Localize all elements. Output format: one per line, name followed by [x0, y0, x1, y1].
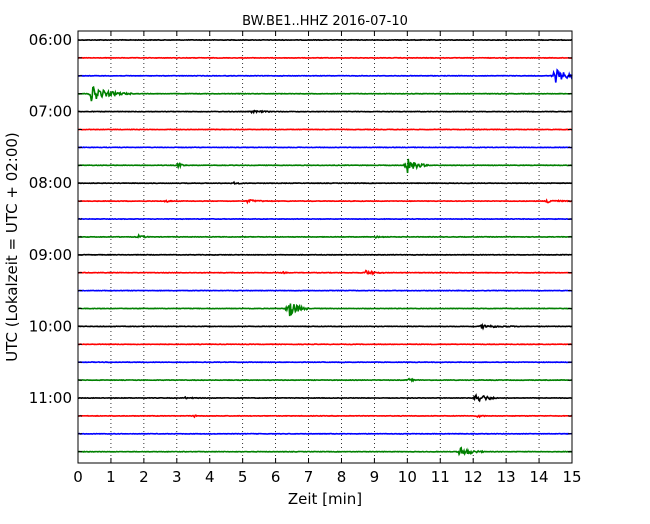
- y-tick-label: 11:00: [29, 389, 72, 407]
- trace-line: [78, 379, 572, 381]
- x-tick-label: 12: [464, 468, 483, 486]
- x-tick-label: 9: [370, 468, 380, 486]
- trace-line: [78, 448, 572, 454]
- trace-lines: [78, 40, 572, 454]
- y-tick-label: 06:00: [29, 31, 72, 49]
- trace-line: [78, 200, 572, 203]
- y-tick-label: 10:00: [29, 317, 72, 335]
- chart-title: BW.BE1..HHZ 2016-07-10: [242, 14, 408, 29]
- trace-line: [78, 304, 572, 317]
- x-tick-label: 4: [205, 468, 215, 486]
- trace-line: [78, 111, 572, 113]
- y-tick-label: 08:00: [29, 174, 72, 192]
- x-tick-label: 14: [530, 468, 549, 486]
- x-tick-label: 11: [431, 468, 450, 486]
- trace-line: [78, 182, 572, 184]
- x-tick-label: 2: [139, 468, 149, 486]
- x-tick-label: 13: [497, 468, 516, 486]
- x-tick-label: 5: [238, 468, 248, 486]
- trace-line: [78, 70, 572, 83]
- trace-line: [78, 87, 572, 101]
- trace-line: [78, 415, 572, 417]
- x-tick-label: 3: [172, 468, 182, 486]
- y-tick-label: 09:00: [29, 246, 72, 264]
- y-axis-label: UTC (Lokalzeit = UTC + 02:00): [3, 132, 21, 362]
- y-tick-label: 07:00: [29, 103, 72, 121]
- trace-line: [78, 159, 572, 173]
- x-tick-label: 0: [73, 468, 83, 486]
- x-tick-label: 8: [337, 468, 347, 486]
- trace-line: [78, 325, 572, 328]
- x-tick-label: 15: [562, 468, 581, 486]
- trace-line: [78, 271, 572, 274]
- trace-line: [78, 235, 572, 238]
- x-tick-label: 10: [398, 468, 417, 486]
- x-tick-label: 1: [106, 468, 116, 486]
- x-tick-label: 6: [271, 468, 281, 486]
- x-axis-label: Zeit [min]: [288, 490, 362, 508]
- x-tick-label: 7: [304, 468, 314, 486]
- trace-line: [78, 395, 572, 401]
